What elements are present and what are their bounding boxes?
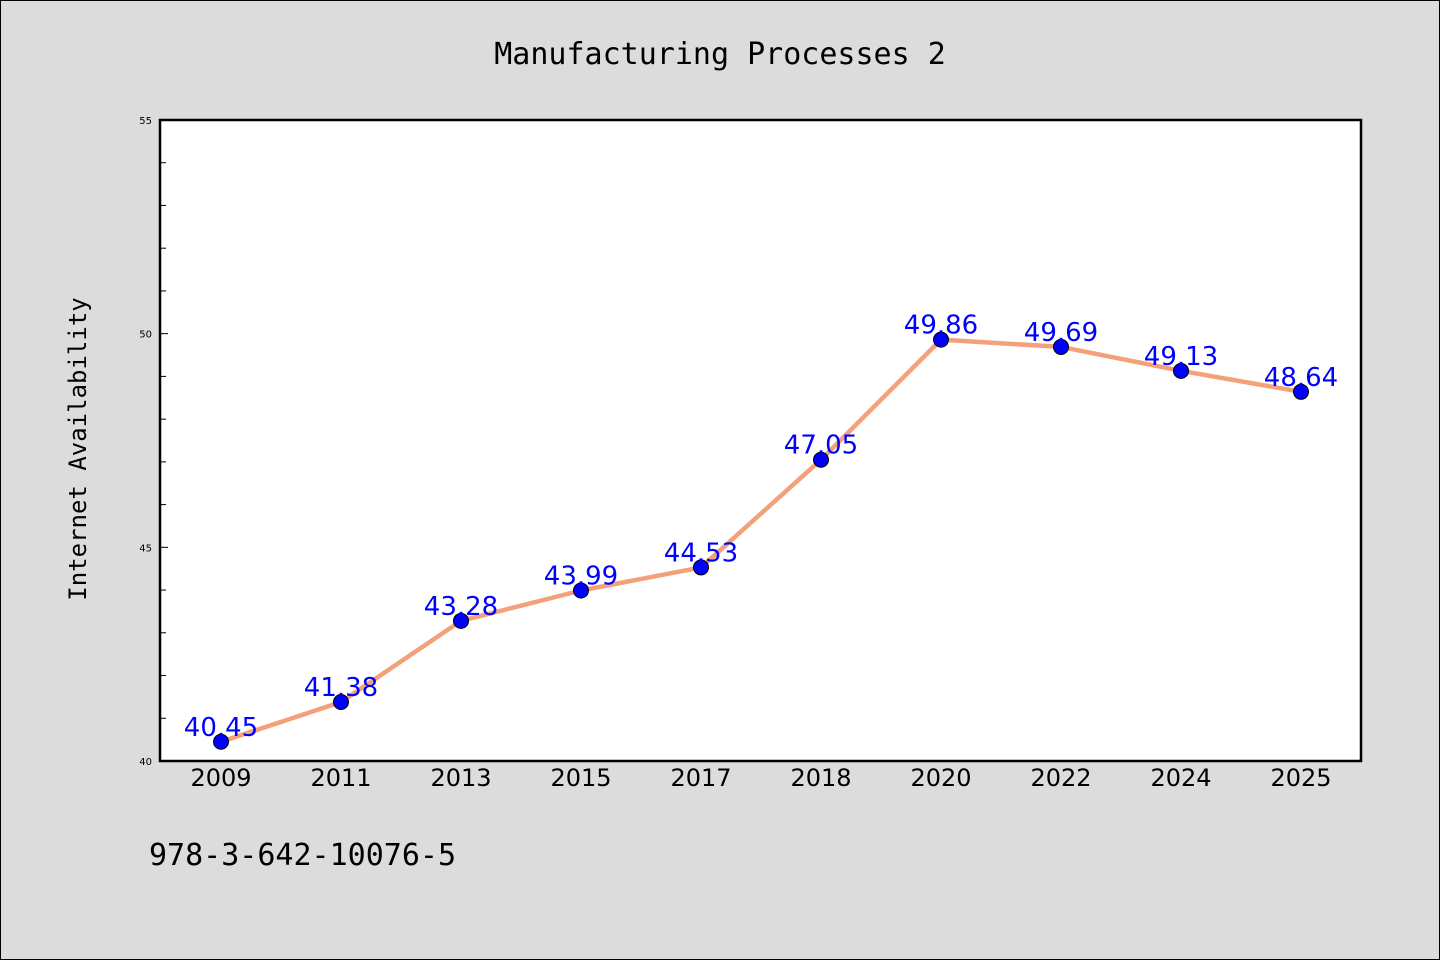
plot-area <box>158 118 1363 763</box>
x-axis-ticks: 2009 2011 2013 2015 2017 2018 2020 2022 2024 2025 <box>190 764 1331 792</box>
data-label: 49.86 <box>904 311 978 341</box>
x-tick-label: 2025 <box>1270 764 1331 792</box>
data-point <box>1173 362 1189 379</box>
isbn-footer: 978-3-642-10076-5 <box>149 838 456 873</box>
data-point <box>813 451 829 468</box>
x-tick-label: 2011 <box>310 764 371 792</box>
data-label: 40.45 <box>184 713 258 743</box>
x-tick-label: 2009 <box>190 764 251 792</box>
y-axis-label: Internet Availability <box>64 297 92 600</box>
x-tick-label: 2022 <box>1030 764 1091 792</box>
data-label: 48.64 <box>1264 363 1338 393</box>
x-tick-label: 2017 <box>670 764 731 792</box>
series-line <box>218 337 1304 745</box>
data-label: 49.69 <box>1024 318 1098 348</box>
x-tick-label: 2018 <box>790 764 851 792</box>
chart-title: Manufacturing Processes 2 <box>494 37 946 72</box>
data-markers <box>213 331 1309 750</box>
data-label: 41.38 <box>304 673 378 703</box>
series-line-group <box>218 337 1304 745</box>
data-point <box>333 694 349 711</box>
data-point <box>213 733 229 750</box>
data-label: 43.28 <box>424 592 498 622</box>
data-label: 43.99 <box>544 561 618 591</box>
data-labels: 40.45 41.38 43.28 43.99 44.53 47.05 49.86 49.69… <box>184 311 1338 743</box>
y-tick-label: 45 <box>139 543 152 554</box>
data-point <box>453 612 469 629</box>
x-tick-label: 2024 <box>1150 764 1211 792</box>
y-tick-label: 40 <box>139 757 152 768</box>
y-tick-label: 55 <box>139 116 152 127</box>
data-point <box>573 582 589 599</box>
x-tick-label: 2020 <box>910 764 971 792</box>
y-axis-ticks: 40 45 50 55 <box>139 116 168 768</box>
x-tick-label: 2015 <box>550 764 611 792</box>
data-point <box>1053 338 1069 355</box>
data-label: 44.53 <box>664 538 738 568</box>
y-tick-label: 50 <box>139 330 152 341</box>
data-point <box>933 331 949 348</box>
data-label: 47.05 <box>784 431 858 461</box>
data-label: 49.13 <box>1144 342 1218 372</box>
x-tick-label: 2013 <box>430 764 491 792</box>
data-point <box>1293 383 1309 400</box>
data-point <box>693 559 709 576</box>
